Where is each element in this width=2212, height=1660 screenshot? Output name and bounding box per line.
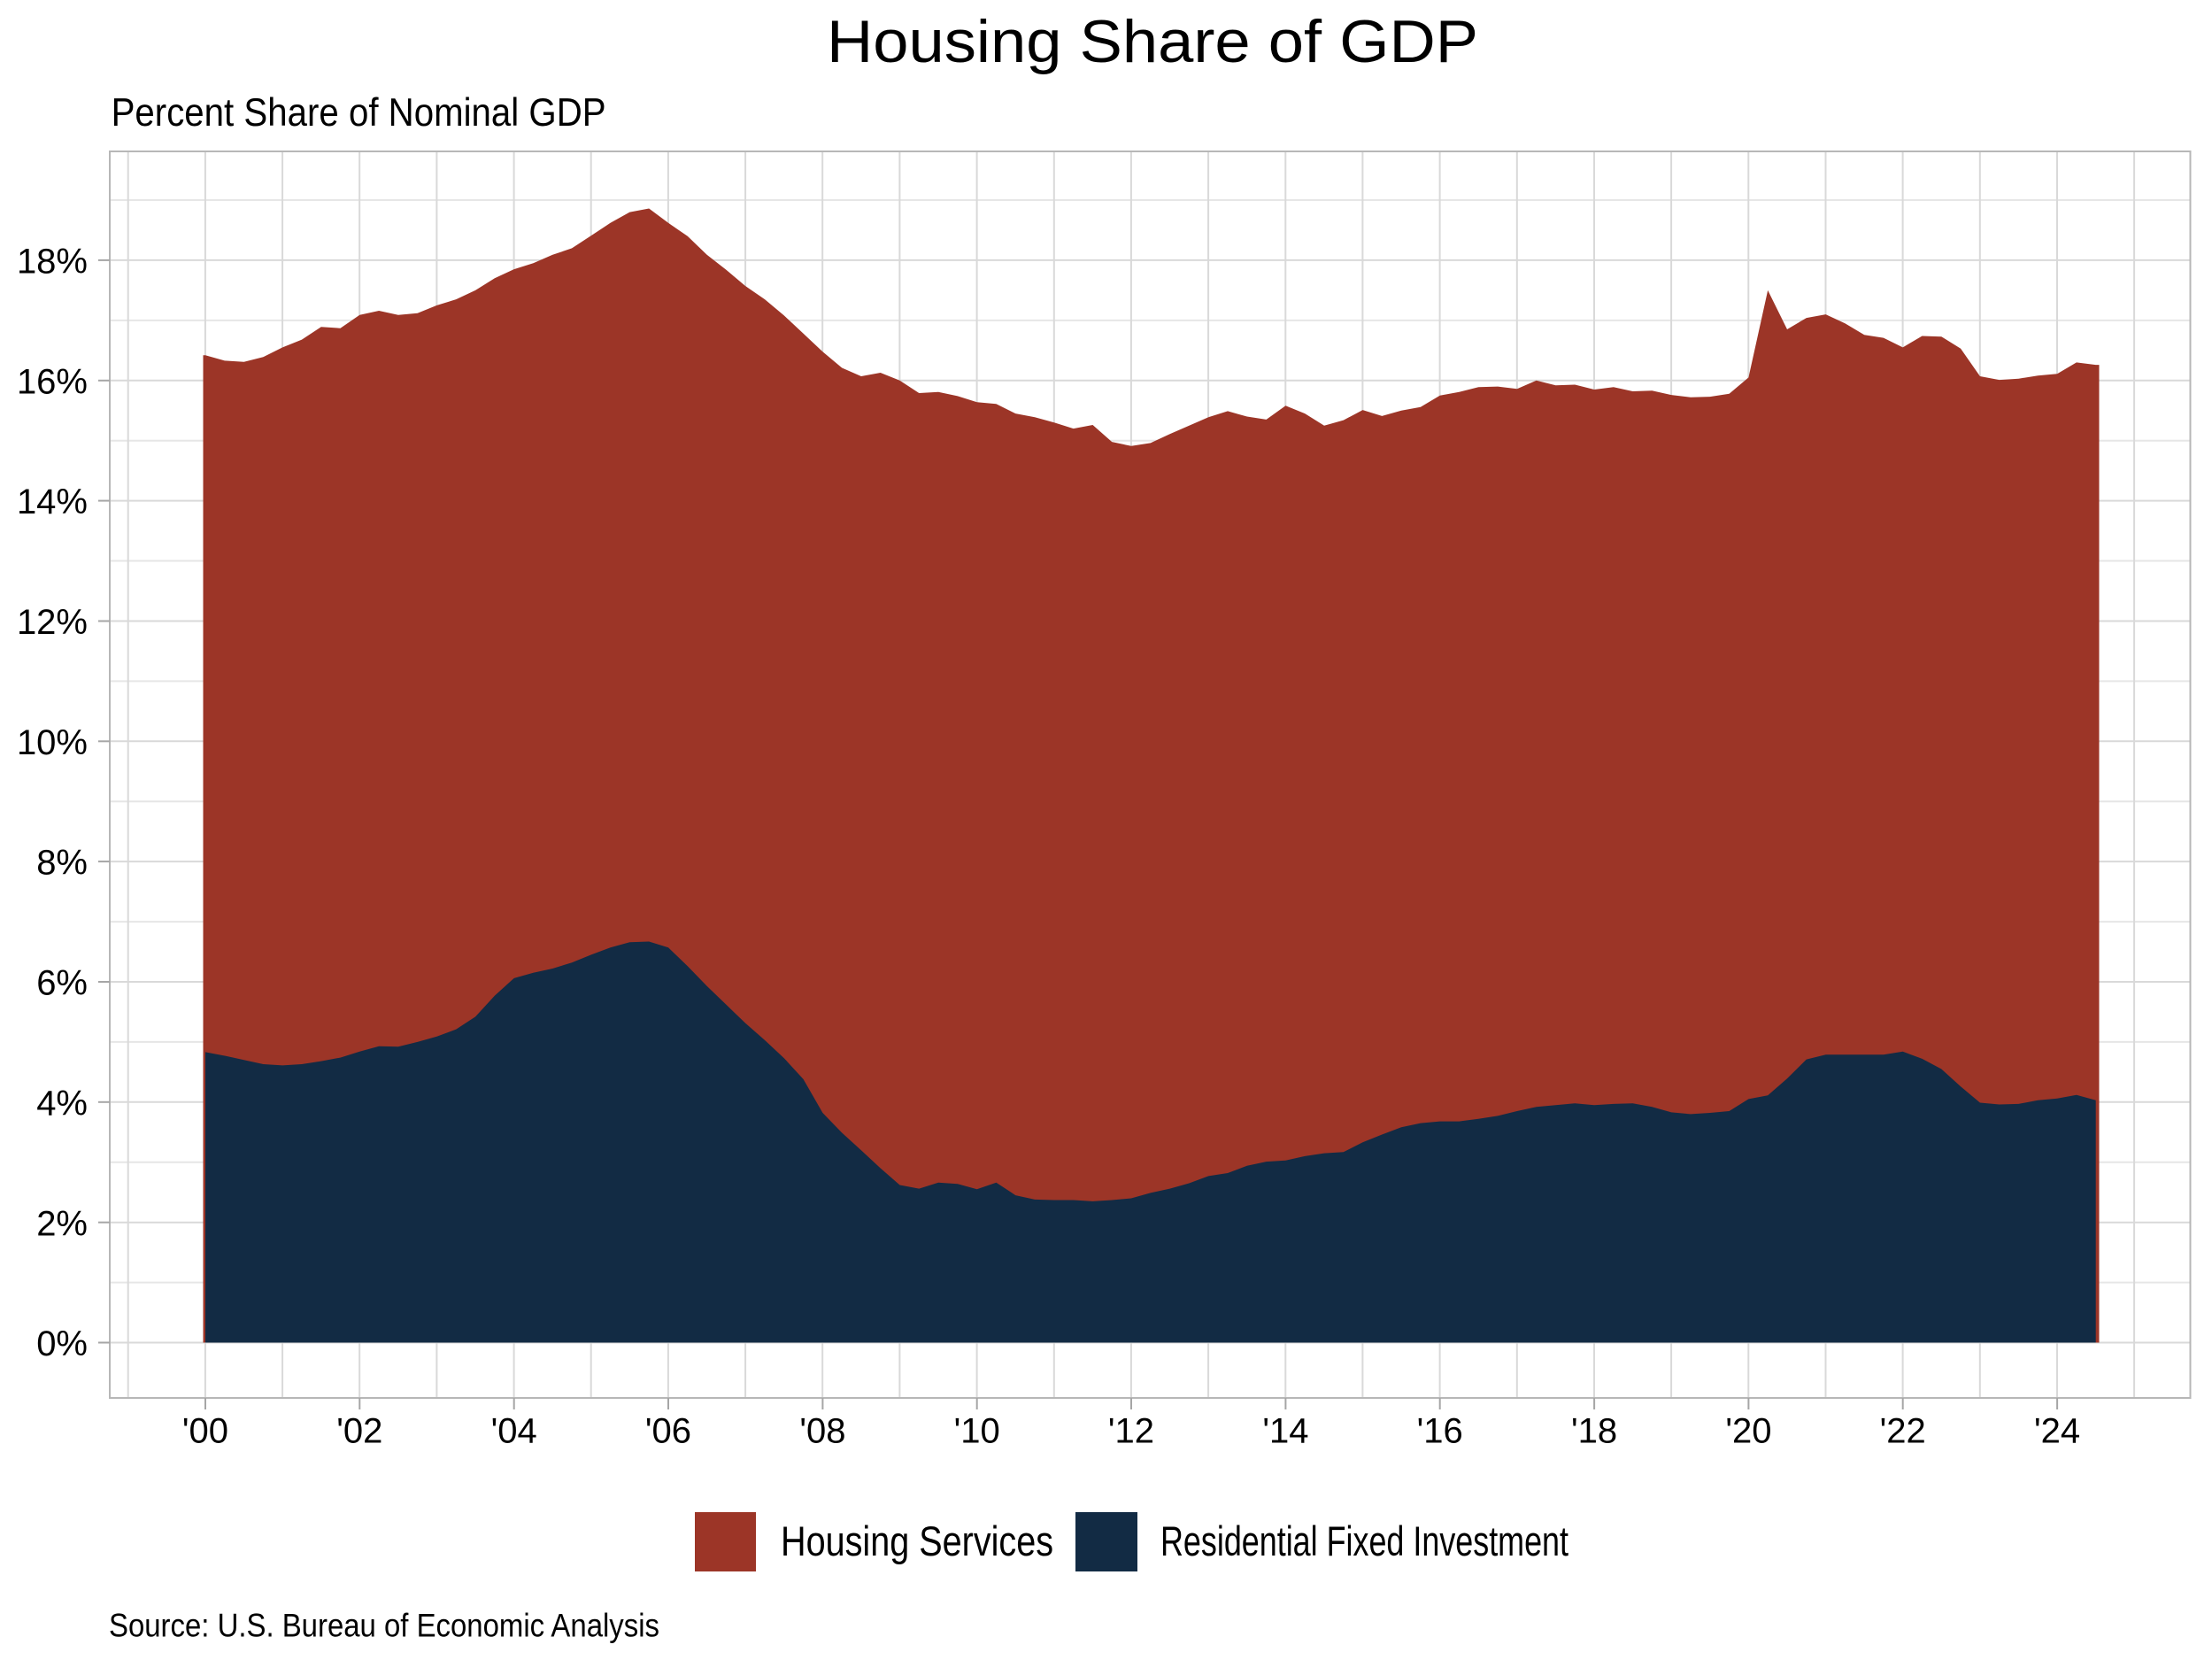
svg-text:18%: 18% xyxy=(17,243,88,282)
svg-text:'20: '20 xyxy=(1725,1412,1771,1451)
svg-text:'22: '22 xyxy=(1880,1412,1926,1451)
svg-text:Housing Services: Housing Services xyxy=(781,1518,1053,1565)
svg-text:'18: '18 xyxy=(1571,1412,1617,1451)
svg-text:'00: '00 xyxy=(182,1412,228,1451)
svg-text:Percent Share of Nominal GDP: Percent Share of Nominal GDP xyxy=(112,91,606,135)
svg-text:6%: 6% xyxy=(36,964,88,1003)
svg-text:'08: '08 xyxy=(799,1412,845,1451)
svg-text:2%: 2% xyxy=(36,1204,88,1243)
svg-text:Source: U.S. Bureau of Economi: Source: U.S. Bureau of Economic Analysis xyxy=(109,1607,659,1643)
svg-text:Residential Fixed Investment: Residential Fixed Investment xyxy=(1160,1518,1568,1565)
svg-text:'10: '10 xyxy=(954,1412,1000,1451)
svg-text:16%: 16% xyxy=(17,362,88,401)
svg-text:12%: 12% xyxy=(17,603,88,642)
svg-text:'16: '16 xyxy=(1417,1412,1463,1451)
svg-text:14%: 14% xyxy=(17,483,88,521)
svg-text:'02: '02 xyxy=(336,1412,382,1451)
svg-text:'24: '24 xyxy=(2034,1412,2080,1451)
svg-text:'12: '12 xyxy=(1108,1412,1154,1451)
svg-text:10%: 10% xyxy=(17,723,88,762)
svg-text:'14: '14 xyxy=(1262,1412,1308,1451)
svg-text:4%: 4% xyxy=(36,1084,88,1123)
svg-text:8%: 8% xyxy=(36,844,88,883)
svg-text:Housing Share of GDP: Housing Share of GDP xyxy=(827,9,1478,75)
svg-text:'06: '06 xyxy=(645,1412,691,1451)
svg-text:0%: 0% xyxy=(36,1324,88,1363)
svg-text:'04: '04 xyxy=(491,1412,537,1451)
